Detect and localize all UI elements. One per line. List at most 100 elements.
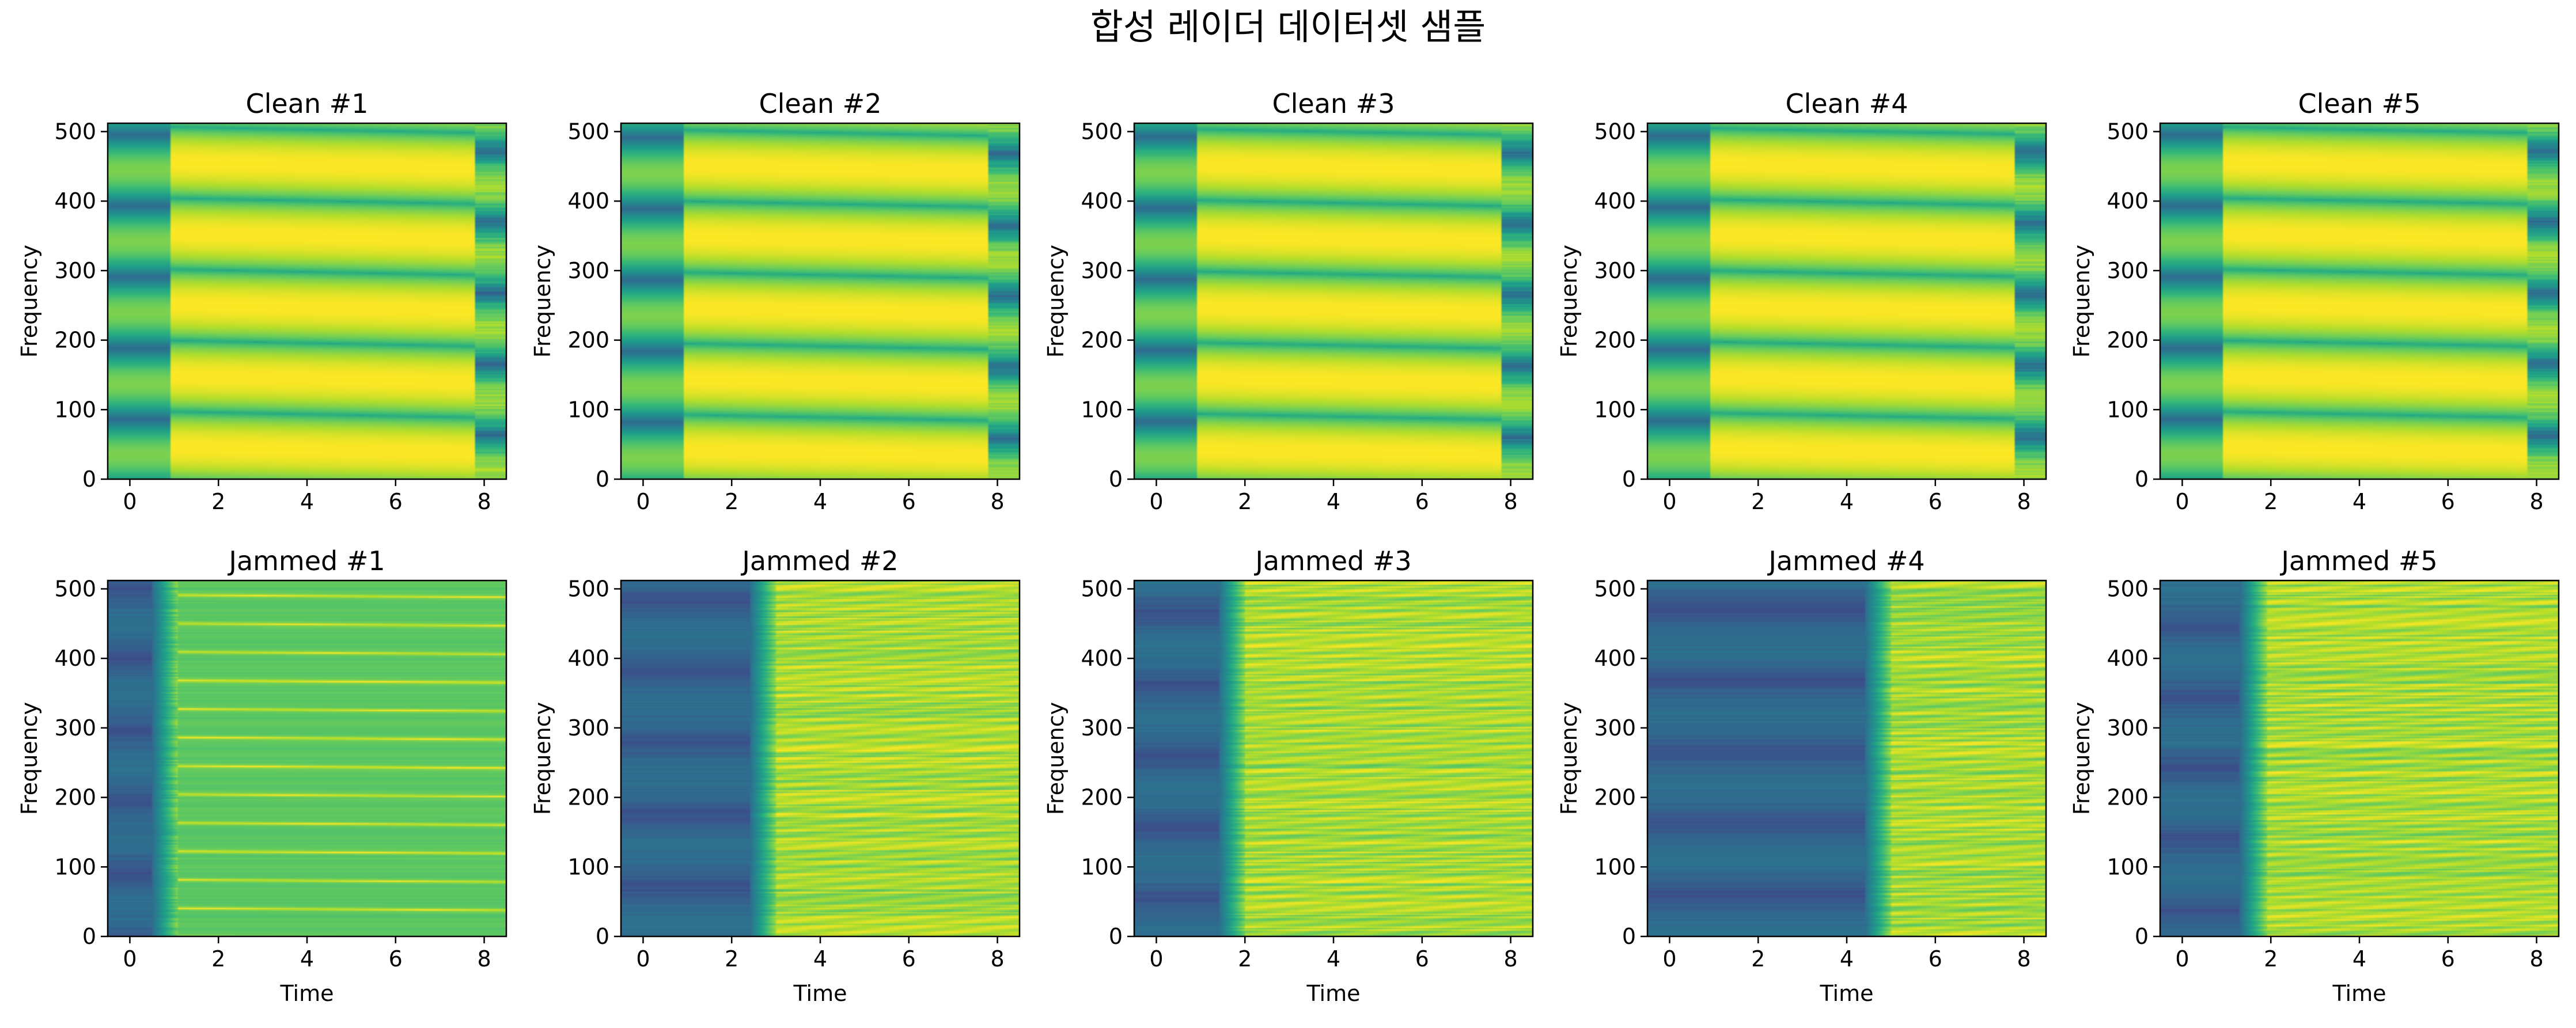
y-tick-label: 100 xyxy=(2107,854,2149,879)
panel-title: Clean #4 xyxy=(1786,88,1908,119)
y-tick-label: 200 xyxy=(1081,785,1123,810)
x-tick-label: 6 xyxy=(1415,489,1429,514)
y-tick-label: 400 xyxy=(567,646,609,671)
x-tick-label: 6 xyxy=(2441,946,2455,972)
figure-suptitle: 합성 레이더 데이터셋 샘플 xyxy=(1090,6,1486,48)
x-tick-label: 0 xyxy=(2175,489,2189,514)
x-axis-label: Time xyxy=(280,981,334,1006)
y-tick-label: 300 xyxy=(567,258,609,283)
y-axis-label: Frequency xyxy=(530,245,555,358)
x-tick-label: 4 xyxy=(300,489,314,514)
panel: Clean #1 0 2 4 6 8 0 100 200 300 400 500 Frequency xyxy=(17,88,507,514)
y-axis-label: Frequency xyxy=(2069,245,2094,358)
x-tick-label: 2 xyxy=(1238,489,1252,514)
heatmap-image xyxy=(108,123,506,479)
x-tick-label: 0 xyxy=(636,489,650,514)
y-tick-label: 100 xyxy=(1594,854,1636,879)
x-axis-label: Time xyxy=(2332,981,2386,1006)
heatmap-image xyxy=(1134,123,1533,479)
panel-title: Jammed #4 xyxy=(1767,545,1925,576)
y-tick-label: 0 xyxy=(1109,924,1123,949)
y-tick-label: 0 xyxy=(596,924,609,949)
y-tick-label: 100 xyxy=(567,854,609,879)
x-tick-label: 2 xyxy=(211,946,225,972)
panel: Clean #2 0 2 4 6 8 0 100 200 300 400 500 Frequency xyxy=(530,88,1021,514)
panel: Jammed #5 0 2 4 6 8 0 100 200 300 400 500 Frequency T… xyxy=(2069,545,2560,1006)
x-tick-label: 4 xyxy=(300,946,314,972)
x-tick-label: 6 xyxy=(389,946,403,972)
x-tick-label: 8 xyxy=(1503,946,1517,972)
x-tick-label: 4 xyxy=(2353,489,2366,514)
x-axis-label: Time xyxy=(1820,981,1874,1006)
x-tick-label: 2 xyxy=(1238,946,1252,972)
panels-container: Clean #10 2 4 6 80100200300400500FrequencyCl… xyxy=(17,88,2560,1006)
y-tick-label: 400 xyxy=(1081,188,1123,214)
y-tick-label: 100 xyxy=(2107,397,2149,422)
x-tick-label: 8 xyxy=(2017,489,2031,514)
y-tick-label: 400 xyxy=(2107,188,2149,214)
panel-title: Clean #5 xyxy=(2298,88,2421,119)
y-tick-label: 0 xyxy=(1622,924,1636,949)
y-tick-label: 500 xyxy=(2107,119,2149,144)
y-tick-label: 500 xyxy=(567,576,609,601)
panel: Jammed #1 0 2 4 6 8 0 100 200 300 400 500 Frequency T… xyxy=(17,545,507,1006)
panel-title: Jammed #5 xyxy=(2279,545,2437,576)
y-tick-label: 200 xyxy=(2107,328,2149,353)
panel-title: Jammed #1 xyxy=(227,545,385,576)
y-tick-label: 200 xyxy=(1594,328,1636,353)
y-tick-label: 200 xyxy=(1594,785,1636,810)
x-tick-label: 8 xyxy=(1503,489,1517,514)
y-tick-label: 500 xyxy=(567,119,609,144)
y-tick-label: 300 xyxy=(2107,715,2149,741)
x-tick-label: 0 xyxy=(123,946,137,972)
x-tick-label: 6 xyxy=(389,489,403,514)
x-tick-label: 8 xyxy=(2017,946,2031,972)
y-axis-label: Frequency xyxy=(530,702,555,815)
y-tick-label: 0 xyxy=(596,466,609,492)
x-tick-label: 0 xyxy=(636,946,650,972)
y-tick-label: 300 xyxy=(54,258,96,283)
y-tick-label: 100 xyxy=(567,397,609,422)
y-tick-label: 0 xyxy=(2135,466,2149,492)
x-tick-label: 2 xyxy=(725,489,738,514)
panel-title: Jammed #3 xyxy=(1253,545,1411,576)
y-tick-label: 300 xyxy=(1594,715,1636,741)
x-tick-label: 6 xyxy=(2441,489,2455,514)
panel-title: Clean #2 xyxy=(759,88,882,119)
panel: Jammed #4 0 2 4 6 8 0 100 200 300 400 500 Frequency T… xyxy=(1556,545,2047,1006)
x-tick-label: 6 xyxy=(1415,946,1429,972)
x-tick-label: 2 xyxy=(2264,489,2278,514)
y-tick-label: 100 xyxy=(1081,854,1123,879)
x-tick-label: 4 xyxy=(1327,489,1340,514)
x-tick-label: 0 xyxy=(1662,489,1676,514)
y-tick-label: 100 xyxy=(54,397,96,422)
x-tick-label: 6 xyxy=(902,946,916,972)
heatmap-image xyxy=(1647,123,2046,479)
y-tick-label: 0 xyxy=(1622,466,1636,492)
y-tick-label: 500 xyxy=(54,576,96,601)
y-tick-label: 200 xyxy=(54,328,96,353)
x-tick-label: 0 xyxy=(1149,946,1163,972)
y-tick-label: 500 xyxy=(1594,576,1636,601)
heatmap-image xyxy=(1647,581,2046,936)
x-tick-label: 0 xyxy=(1662,946,1676,972)
panel: Clean #3 0 2 4 6 8 0 100 200 300 400 500 Frequency xyxy=(1043,88,1534,514)
x-tick-label: 8 xyxy=(2529,946,2543,972)
x-tick-label: 8 xyxy=(477,489,491,514)
y-tick-label: 200 xyxy=(2107,785,2149,810)
x-tick-label: 0 xyxy=(2175,946,2189,972)
y-tick-label: 100 xyxy=(1594,397,1636,422)
heatmap-image xyxy=(1134,581,1533,936)
x-tick-label: 8 xyxy=(990,489,1004,514)
y-tick-label: 500 xyxy=(2107,576,2149,601)
x-tick-label: 2 xyxy=(2264,946,2278,972)
x-tick-label: 4 xyxy=(813,946,827,972)
x-axis-label: Time xyxy=(1306,981,1361,1006)
x-tick-label: 4 xyxy=(813,489,827,514)
y-tick-label: 0 xyxy=(2135,924,2149,949)
x-tick-label: 6 xyxy=(1929,489,1942,514)
x-axis-label: Time xyxy=(793,981,847,1006)
panel: Clean #5 0 2 4 6 8 0 100 200 300 400 500 Frequency xyxy=(2069,88,2560,514)
y-tick-label: 400 xyxy=(1594,646,1636,671)
y-tick-label: 400 xyxy=(567,188,609,214)
